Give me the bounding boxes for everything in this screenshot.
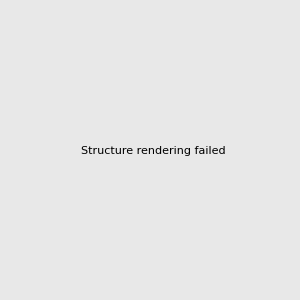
Text: Structure rendering failed: Structure rendering failed [81,146,226,157]
